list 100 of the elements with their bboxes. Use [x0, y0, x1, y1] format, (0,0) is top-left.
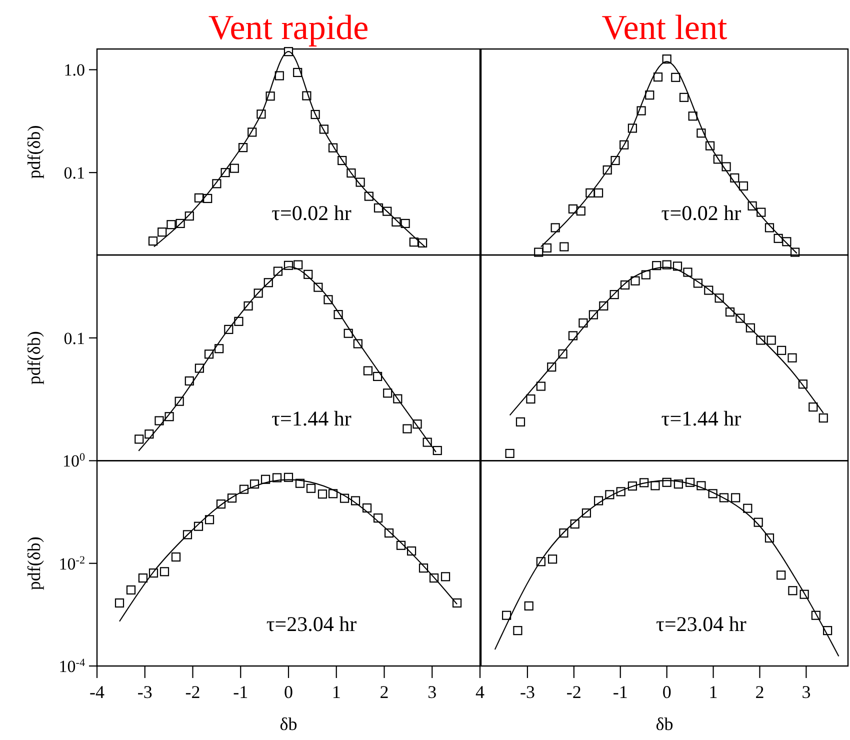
point [788, 353, 797, 362]
x-tick-label: 2 [755, 682, 764, 702]
point [548, 554, 558, 564]
point [344, 328, 353, 338]
point [808, 402, 818, 412]
x-axis-title: δb [656, 714, 674, 734]
point [274, 71, 284, 80]
x-tick-label: 0 [662, 682, 672, 702]
point [534, 248, 544, 257]
point [363, 366, 373, 376]
point [171, 552, 181, 562]
point [818, 413, 828, 423]
point [776, 570, 786, 580]
y-axis-title: pdf(δb) [24, 125, 44, 179]
point [402, 424, 412, 434]
point [671, 72, 680, 82]
point [214, 344, 224, 354]
y-tick-label: 10$^{-2}$ [58, 554, 85, 574]
point [777, 346, 786, 355]
point [731, 493, 740, 502]
point [766, 336, 776, 345]
point [400, 218, 410, 228]
point [148, 236, 158, 246]
point [440, 572, 450, 582]
point [645, 90, 654, 100]
point [679, 92, 689, 102]
point [542, 243, 552, 253]
point [630, 276, 640, 286]
point [743, 504, 752, 513]
point [502, 610, 512, 620]
annotation: τ=1.44 hr [272, 406, 352, 431]
point [134, 434, 144, 444]
x-tick-label: 3 [802, 682, 811, 702]
point [653, 72, 663, 82]
point [550, 223, 560, 232]
point [126, 585, 136, 595]
point [568, 331, 578, 340]
point [328, 489, 338, 498]
chart-title: Vent rapide [208, 8, 369, 47]
point [203, 194, 212, 204]
point [154, 416, 164, 426]
point [184, 376, 194, 386]
x-tick-label: 0 [284, 682, 293, 702]
x-axis-title: δb [280, 714, 298, 734]
point [738, 181, 748, 191]
point [362, 503, 372, 513]
x-tick-label: -2 [566, 682, 582, 702]
point [788, 586, 798, 596]
point [594, 188, 604, 198]
point [560, 242, 569, 252]
point [204, 515, 214, 524]
point [306, 484, 316, 493]
x-tick-label: 4 [476, 682, 484, 702]
point [234, 316, 244, 326]
x-tick-label: 3 [428, 682, 437, 702]
x-tick-label: -3 [137, 682, 152, 702]
point [294, 260, 303, 270]
x-tick-label: -1 [233, 682, 248, 702]
y-tick-label: 1.0 [64, 60, 85, 80]
point [536, 382, 546, 391]
x-tick-label: 1 [332, 682, 341, 702]
point [526, 394, 536, 404]
y-tick-label: 0.1 [64, 164, 85, 183]
point [672, 262, 682, 271]
point [166, 220, 176, 230]
point [158, 228, 167, 237]
point [372, 372, 382, 382]
x-tick-label: -1 [612, 682, 628, 702]
point [524, 601, 534, 610]
annotation: τ=1.44 hr [661, 406, 742, 431]
point [318, 490, 328, 499]
point [160, 567, 170, 576]
point [114, 598, 124, 608]
point [144, 430, 154, 439]
point [578, 318, 588, 328]
point [516, 417, 526, 426]
chart-title: Vent lent [602, 8, 728, 47]
annotation: τ=23.04 hr [266, 612, 357, 636]
point [383, 388, 392, 398]
x-tick-label: 2 [380, 682, 389, 702]
x-tick-label: 1 [708, 682, 718, 702]
x-tick-label: -2 [185, 682, 200, 702]
point [138, 573, 148, 583]
point [688, 112, 698, 121]
annotation: τ=0.02 hr [272, 200, 352, 225]
point [641, 270, 650, 280]
x-tick-label: -4 [90, 682, 104, 702]
point [576, 206, 586, 216]
point [513, 626, 522, 636]
x-tick-label: -3 [520, 682, 535, 702]
point [505, 448, 514, 458]
y-axis-title: pdf(δb) [24, 536, 44, 590]
y-tick-label: 10$^{-4}$ [58, 656, 86, 676]
point [432, 446, 442, 456]
annotation: τ=0.02 hr [661, 200, 742, 225]
point [230, 164, 239, 173]
y-axis-title: pdf(δb) [24, 331, 44, 385]
y-tick-label: 10$^{0}$ [62, 452, 86, 471]
point [650, 481, 660, 490]
annotation: τ=23.04 hr [656, 612, 746, 636]
